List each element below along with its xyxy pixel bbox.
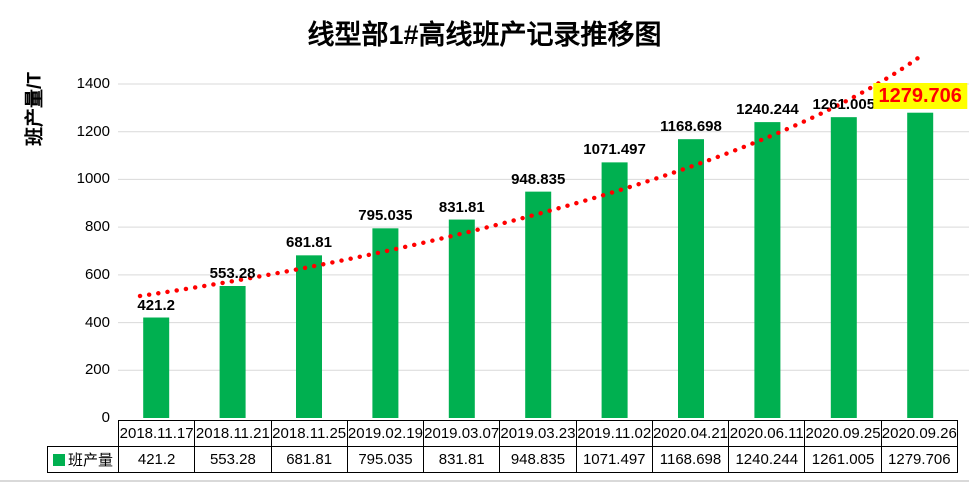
- value-cell: 1261.005: [804, 446, 882, 473]
- bar-value-label: 831.81: [438, 198, 485, 216]
- value-cell: 553.28: [194, 446, 272, 473]
- bar: [907, 112, 934, 418]
- y-tick-label: 400: [84, 313, 110, 331]
- date-header-cell: 2019.03.23: [499, 420, 577, 447]
- table-corner-empty: [47, 420, 119, 447]
- bar-value-label: 681.81: [286, 234, 332, 252]
- bar: [219, 286, 246, 418]
- date-header-cell: 2020.09.26: [880, 420, 959, 447]
- date-header-cell: 2018.11.25: [270, 420, 348, 447]
- date-header-cell: 2019.11.02: [575, 420, 653, 447]
- date-header-cell: 2019.02.19: [346, 420, 425, 447]
- bar: [143, 317, 170, 418]
- value-cell: 1071.497: [575, 446, 653, 473]
- value-cell: 831.81: [423, 446, 501, 473]
- bar-value-label: 1240.244: [736, 101, 799, 119]
- value-cell: 795.035: [346, 446, 425, 473]
- bar-value-label-highlighted: 1279.706: [873, 82, 967, 109]
- value-cell: 1240.244: [728, 446, 806, 473]
- bar: [372, 228, 399, 418]
- bar: [830, 117, 857, 419]
- bottom-border-line: [0, 480, 969, 482]
- y-tick-label: 0: [101, 409, 110, 426]
- bar-value-label: 1261.005: [812, 96, 876, 114]
- value-cell: 948.835: [499, 446, 577, 473]
- trendline: [137, 55, 921, 299]
- value-cell: 1279.706: [880, 446, 959, 473]
- value-cell: 681.81: [270, 446, 348, 473]
- bar: [525, 191, 552, 418]
- date-header-cell: 2020.06.11: [728, 420, 806, 447]
- y-tick-label: 600: [84, 265, 110, 283]
- bar-value-label: 948.835: [511, 170, 566, 188]
- legend-label: 班产量: [67, 452, 113, 469]
- bar: [448, 219, 475, 418]
- value-cell: 421.2: [117, 446, 196, 473]
- bar: [296, 255, 322, 418]
- date-header-cell: 2018.11.21: [194, 420, 272, 447]
- data-table: 2018.11.17 2018.11.21 2018.11.25 2019.02.19…: [47, 420, 959, 473]
- date-header-cell: 2020.04.21: [651, 420, 730, 447]
- chart-title: 线型部1#高线班产记录推移图: [307, 20, 662, 50]
- y-tick-label: 1200: [76, 122, 110, 140]
- date-header-cell: 2018.11.17: [117, 420, 196, 447]
- bar: [754, 122, 781, 418]
- bar-value-label: 795.035: [358, 207, 413, 225]
- legend-swatch-icon: [52, 454, 65, 466]
- y-tick-label: 1400: [76, 75, 110, 92]
- bar-value-label: 1168.698: [660, 118, 722, 136]
- date-header-cell: 2019.03.07: [423, 420, 501, 447]
- y-tick-label: 200: [84, 361, 110, 379]
- legend-cell: 班产量: [47, 446, 119, 473]
- bar: [601, 162, 628, 418]
- bar-value-label: 1071.497: [583, 141, 646, 159]
- bar: [678, 139, 704, 418]
- bar-value-label: 421.2: [137, 296, 175, 314]
- value-cell: 1168.698: [651, 446, 730, 473]
- y-tick-label: 1000: [76, 170, 110, 188]
- date-header-cell: 2020.09.25: [804, 420, 882, 447]
- bar-value-label: 553.28: [209, 265, 256, 282]
- y-tick-label: 800: [84, 218, 110, 236]
